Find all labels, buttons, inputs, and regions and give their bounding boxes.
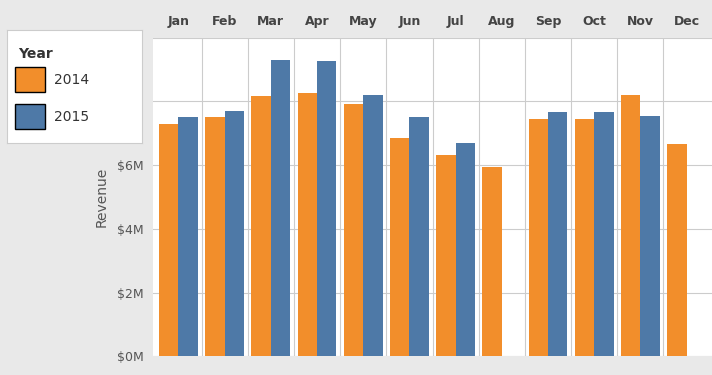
FancyBboxPatch shape xyxy=(15,67,45,92)
Bar xyxy=(205,117,225,356)
Bar xyxy=(595,112,614,356)
Bar xyxy=(436,155,456,356)
Bar xyxy=(298,93,317,356)
Bar xyxy=(640,116,660,356)
Bar xyxy=(667,144,686,356)
Bar xyxy=(483,166,502,356)
Bar xyxy=(363,95,382,356)
Bar xyxy=(317,62,337,356)
Bar xyxy=(575,119,595,356)
Bar xyxy=(390,138,409,356)
FancyBboxPatch shape xyxy=(15,104,45,129)
Bar xyxy=(409,117,429,356)
Bar xyxy=(528,119,548,356)
Bar xyxy=(225,111,244,356)
Bar xyxy=(621,95,640,356)
Bar xyxy=(271,60,290,356)
Bar xyxy=(159,124,179,356)
Text: 2015: 2015 xyxy=(54,110,90,124)
Text: 2014: 2014 xyxy=(54,72,90,87)
Bar xyxy=(179,117,198,356)
Y-axis label: Revenue: Revenue xyxy=(94,167,108,227)
Bar xyxy=(251,96,271,356)
Bar xyxy=(344,104,363,356)
Text: Year: Year xyxy=(18,47,53,61)
Bar xyxy=(456,143,475,356)
Bar xyxy=(548,112,567,356)
